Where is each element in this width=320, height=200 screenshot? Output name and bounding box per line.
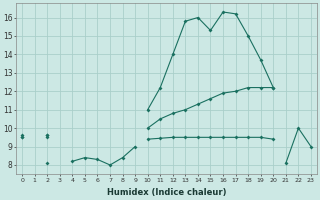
X-axis label: Humidex (Indice chaleur): Humidex (Indice chaleur)	[107, 188, 226, 197]
